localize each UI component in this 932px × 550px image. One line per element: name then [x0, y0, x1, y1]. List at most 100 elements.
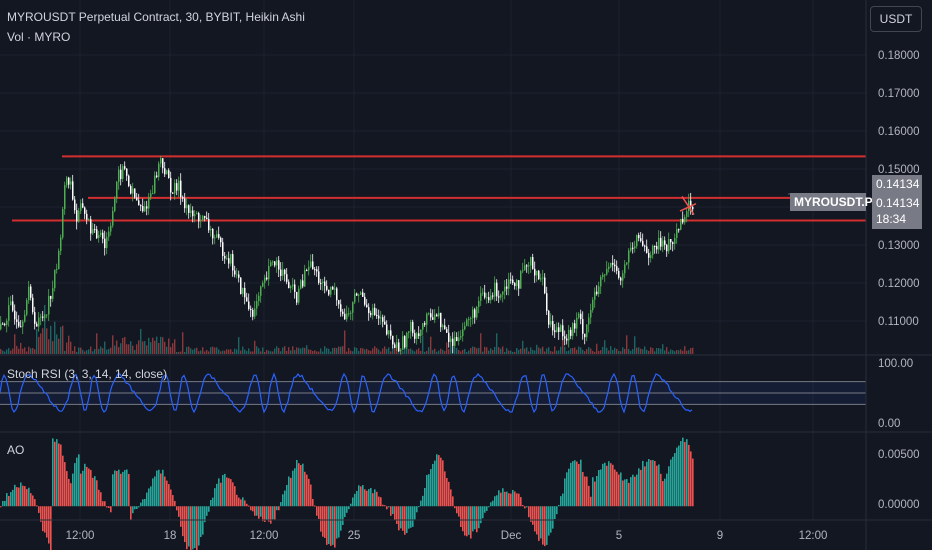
volume-bar — [156, 336, 158, 354]
candle-body — [650, 255, 652, 258]
ao-bar — [388, 506, 390, 508]
price-axis[interactable]: 0.18000 0.17000 0.16000 0.15000 0.13000 … — [878, 50, 920, 328]
candle-body — [146, 206, 148, 209]
volume-bar — [480, 333, 482, 354]
chart-title[interactable]: MYROUSDT Perpetual Contract, 30, BYBIT, … — [7, 10, 305, 24]
ao-bar — [312, 498, 314, 507]
ao-bar — [492, 500, 494, 507]
ao-bar — [408, 506, 410, 529]
volume-bar — [106, 349, 108, 354]
volume-bar — [264, 351, 266, 354]
candle-body — [626, 262, 628, 265]
volume-bar — [660, 348, 662, 354]
candle-body — [544, 277, 546, 294]
volume-bar — [410, 348, 412, 354]
candle-body — [678, 229, 680, 231]
ao-bar — [132, 506, 134, 514]
volume-bar — [334, 347, 336, 354]
volume-bar — [78, 347, 80, 354]
volume-bar — [678, 350, 680, 354]
volume-bar — [682, 350, 684, 354]
candle-body — [416, 333, 418, 339]
candle-body — [682, 218, 684, 223]
candle-body — [510, 279, 512, 281]
volume-legend[interactable]: Vol · MYRO — [7, 30, 71, 44]
candle-body — [234, 270, 236, 275]
volume-bar — [582, 349, 584, 354]
candle-body — [80, 203, 82, 211]
ao-bar — [478, 506, 480, 529]
volume-bar — [414, 351, 416, 354]
candle-body — [364, 296, 366, 305]
volume-bar — [26, 351, 28, 354]
candle-body — [304, 270, 306, 287]
ao-bar — [646, 461, 648, 507]
ao-bar — [526, 506, 528, 508]
currency-button[interactable]: USDT — [870, 6, 922, 32]
ao-tick: 0.00500 — [878, 449, 920, 461]
candle-body — [128, 175, 130, 187]
ao-bar — [314, 505, 316, 507]
volume-bar — [604, 340, 606, 354]
ao-bar — [606, 465, 608, 507]
volume-bar — [380, 351, 382, 354]
candle-body — [90, 219, 92, 234]
volume-bar — [174, 339, 176, 354]
ao-bar — [142, 499, 144, 507]
volume-bar — [652, 348, 654, 354]
candle-body — [48, 295, 50, 315]
ao-bar — [426, 475, 428, 507]
volume-bar — [88, 349, 90, 354]
ao-pane[interactable] — [0, 437, 694, 550]
ao-legend[interactable]: AO — [7, 443, 25, 457]
volume-bar — [220, 351, 222, 354]
volume-bar — [662, 344, 664, 354]
ao-bar — [140, 502, 142, 507]
candle-body — [220, 237, 222, 243]
ao-bar — [596, 476, 598, 507]
volume-bar — [176, 351, 178, 354]
ao-bar — [306, 474, 308, 507]
ao-bar — [366, 490, 368, 507]
horizontal-levels[interactable] — [12, 155, 866, 222]
volume-bar — [204, 351, 206, 354]
volume-bar — [276, 346, 278, 354]
ao-bar — [278, 506, 280, 511]
ao-bar — [284, 490, 286, 507]
candle-body — [32, 297, 34, 313]
volume-bar — [424, 351, 426, 354]
candle-body — [210, 228, 212, 231]
volume-bar — [30, 348, 32, 354]
ao-bar — [400, 506, 402, 529]
candle-body — [422, 323, 424, 330]
candle-body — [430, 313, 432, 318]
volume-bar — [100, 346, 102, 354]
ao-bar — [624, 479, 626, 507]
volume-bar — [136, 344, 138, 354]
candle-body — [592, 299, 594, 311]
volume-bar — [250, 351, 252, 354]
time-axis[interactable]: 12:00 18 12:00 25 Dec 5 9 12:00 — [66, 530, 828, 542]
volume-bar — [200, 350, 202, 354]
ao-bar — [450, 489, 452, 507]
volume-bar — [436, 351, 438, 354]
stoch-rsi-pane[interactable] — [0, 372, 866, 414]
ao-bar — [680, 441, 682, 507]
ao-bar — [120, 473, 122, 507]
symbol-tag[interactable]: MYROUSDT.P — [790, 193, 873, 211]
candle-body — [262, 282, 264, 287]
candle-body — [534, 268, 536, 276]
candle-body — [202, 216, 204, 221]
ao-bar — [470, 506, 472, 539]
volume-bar — [492, 349, 494, 354]
candle-body — [272, 261, 274, 263]
volume-bar — [358, 351, 360, 354]
volume-bar — [272, 351, 274, 354]
candle-body — [276, 260, 278, 266]
candles[interactable] — [0, 155, 697, 356]
ao-bar — [258, 506, 260, 519]
stoch-rsi-legend[interactable]: Stoch RSI (3, 3, 14, 14, close) — [7, 367, 168, 381]
candle-body — [648, 252, 650, 258]
candle-body — [256, 301, 258, 309]
